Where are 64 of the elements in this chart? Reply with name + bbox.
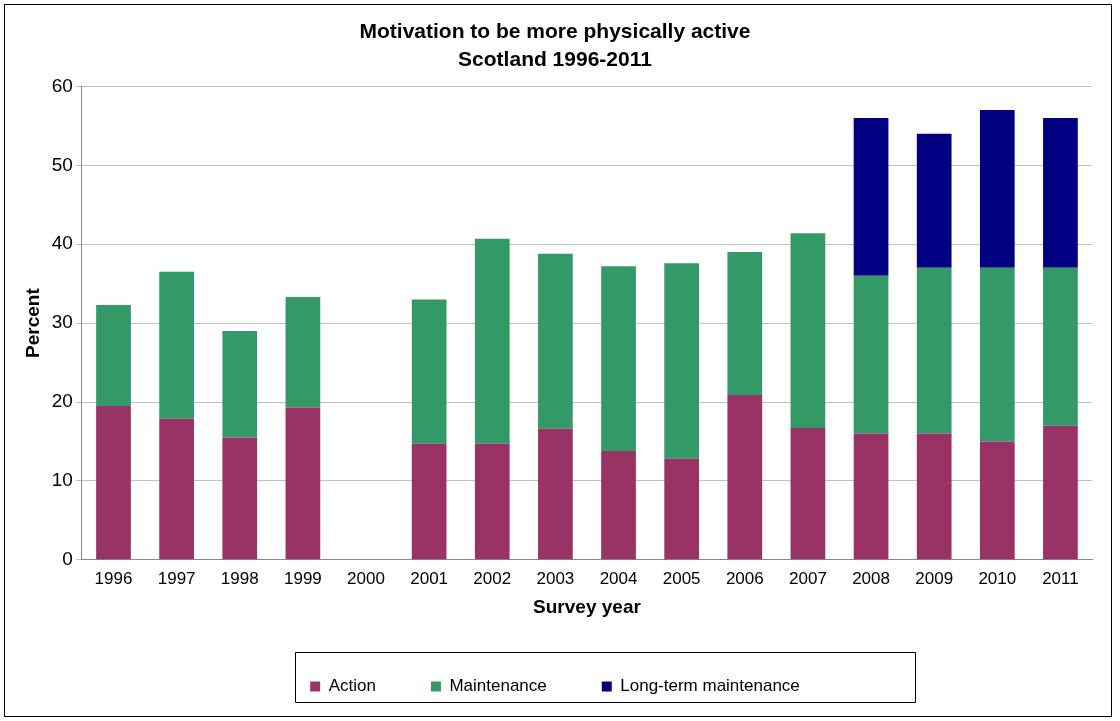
chart-title: Motivation to be more physically active <box>359 19 751 43</box>
y-tick-label: 60 <box>51 74 73 96</box>
bar <box>727 252 763 395</box>
bar <box>979 267 1015 442</box>
x-tick-label: 2006 <box>725 568 764 588</box>
chart-subtitle: Scotland 1996-2011 <box>458 46 653 70</box>
bar <box>222 437 258 560</box>
x-tick-label: 2003 <box>536 568 575 588</box>
y-tick-label: 10 <box>51 469 73 491</box>
bar <box>96 304 131 406</box>
x-tick-label: 2007 <box>789 568 827 588</box>
bar <box>1043 267 1078 426</box>
legend-label: Long-term maintenance <box>620 676 800 696</box>
bar <box>664 263 700 459</box>
bar <box>916 433 952 560</box>
bar <box>916 267 952 434</box>
bar <box>159 418 194 560</box>
bar <box>96 405 131 560</box>
bar <box>411 443 447 560</box>
bar <box>979 110 1015 268</box>
bar <box>222 330 258 438</box>
bar <box>411 299 447 444</box>
x-tick-label: 2010 <box>978 568 1017 588</box>
x-tick-label: 1996 <box>94 568 133 588</box>
bar <box>474 238 510 444</box>
y-tick-label: 40 <box>51 232 73 254</box>
y-tick-label: 0 <box>62 548 73 570</box>
x-tick-label: 2004 <box>599 568 638 588</box>
legend-label: Action <box>328 676 376 696</box>
bar <box>979 441 1015 560</box>
x-tick-label: 1997 <box>157 568 196 588</box>
bar <box>664 458 700 560</box>
x-tick-label: 2009 <box>915 568 954 588</box>
bar <box>853 117 889 276</box>
bar <box>853 275 889 434</box>
y-tick-label: 20 <box>51 390 73 412</box>
x-tick-label: 2002 <box>473 568 512 588</box>
bar <box>601 450 636 560</box>
x-axis-title: Survey year <box>533 595 642 617</box>
x-tick-label: 2000 <box>347 568 385 588</box>
bar <box>285 407 321 560</box>
bar <box>538 253 573 429</box>
y-tick-label: 30 <box>51 311 73 333</box>
x-tick-label: 2005 <box>662 568 701 588</box>
bar <box>790 233 826 429</box>
bar <box>790 428 826 560</box>
bar <box>285 297 321 408</box>
y-tick-label: 50 <box>51 153 73 175</box>
y-axis-title: Percent <box>21 287 43 358</box>
bar <box>727 394 763 560</box>
x-tick-label: 1998 <box>220 568 259 588</box>
x-tick-label: 1999 <box>283 568 322 588</box>
bar <box>538 428 573 560</box>
bar <box>1043 425 1078 560</box>
x-tick-label: 2011 <box>1042 568 1079 588</box>
legend-label: Maintenance <box>449 676 547 696</box>
x-tick-label: 2008 <box>852 568 890 588</box>
bar <box>916 133 952 268</box>
bar <box>474 443 510 560</box>
bar <box>601 266 636 451</box>
x-tick-label: 2001 <box>410 568 449 588</box>
bar <box>853 433 889 560</box>
bar <box>159 271 194 419</box>
bar <box>1043 117 1078 268</box>
